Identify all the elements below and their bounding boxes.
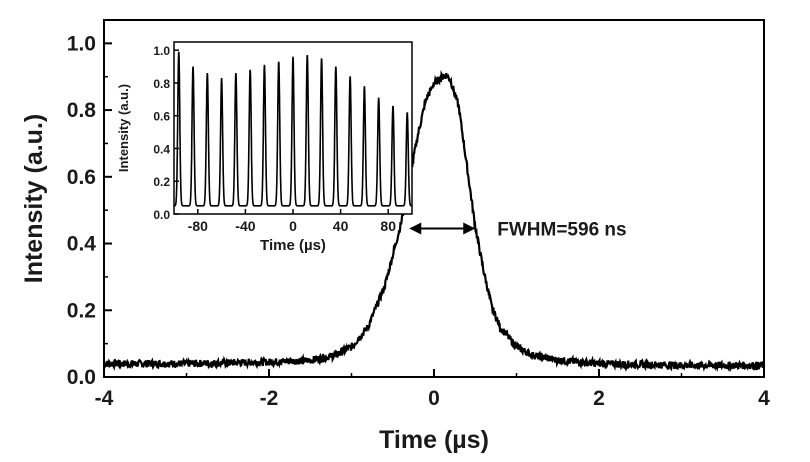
inset-y-tick-label: 0.4 [153, 142, 170, 156]
fwhm-arrowhead-right [463, 222, 476, 235]
main-y-tick-label: 0.6 [67, 166, 96, 189]
main-x-tick-label: -2 [260, 387, 279, 410]
main-plot: -4 -2 0 2 4 0.0 0.2 0.4 0.6 0.8 1.0 FWHM=596 ns T… [20, 19, 770, 454]
inset-y-tick-label: 0.6 [153, 110, 170, 124]
inset-x-tick-label: 40 [333, 218, 349, 234]
main-x-tick-label: -4 [95, 387, 114, 410]
main-x-tick-label: 2 [593, 387, 605, 410]
main-y-tick-label: 0.0 [67, 366, 96, 389]
inset-x-ticks: -80 -40 0 40 80 [188, 209, 396, 234]
main-x-tick-label: 4 [758, 387, 770, 410]
main-series-line [103, 69, 766, 373]
inset-x-axis-label: Time (µs) [260, 237, 326, 254]
main-y-tick-label: 0.4 [67, 233, 97, 256]
inset-plot: -80 -40 0 40 80 0.0 0.2 0.4 0.6 0.8 1.0 Time (µs)… [116, 41, 413, 254]
main-y-tick-label: 1.0 [67, 32, 96, 55]
inset-x-tick-label: 0 [289, 218, 297, 234]
main-y-axis-label: Intensity (a.u.) [20, 114, 48, 283]
inset-y-tick-label: 0.2 [153, 175, 170, 189]
inset-series-line [174, 51, 412, 207]
inset-y-tick-label: 0.8 [153, 77, 170, 91]
main-y-ticks: 0.0 0.2 0.4 0.6 0.8 1.0 [67, 32, 112, 389]
inset-x-tick-label: 80 [380, 218, 396, 234]
inset-y-axis-label: Intensity (a.u.) [116, 84, 131, 172]
inset-x-tick-label: -80 [188, 218, 208, 234]
fwhm-arrowhead-left [409, 222, 422, 235]
fwhm-annotation: FWHM=596 ns [409, 220, 627, 241]
inset-x-tick-label: -40 [235, 218, 255, 234]
inset-y-tick-label: 0.0 [153, 208, 170, 222]
fwhm-label: FWHM=596 ns [497, 220, 626, 241]
main-y-tick-label: 0.2 [67, 299, 96, 322]
inset-y-ticks: 0.0 0.2 0.4 0.6 0.8 1.0 [153, 44, 179, 222]
main-x-axis-label: Time (µs) [379, 426, 489, 454]
main-y-tick-label: 0.8 [67, 99, 97, 122]
inset-y-tick-label: 1.0 [153, 44, 170, 58]
main-x-tick-label: 0 [428, 387, 440, 410]
main-x-ticks: -4 -2 0 2 4 [95, 369, 770, 410]
